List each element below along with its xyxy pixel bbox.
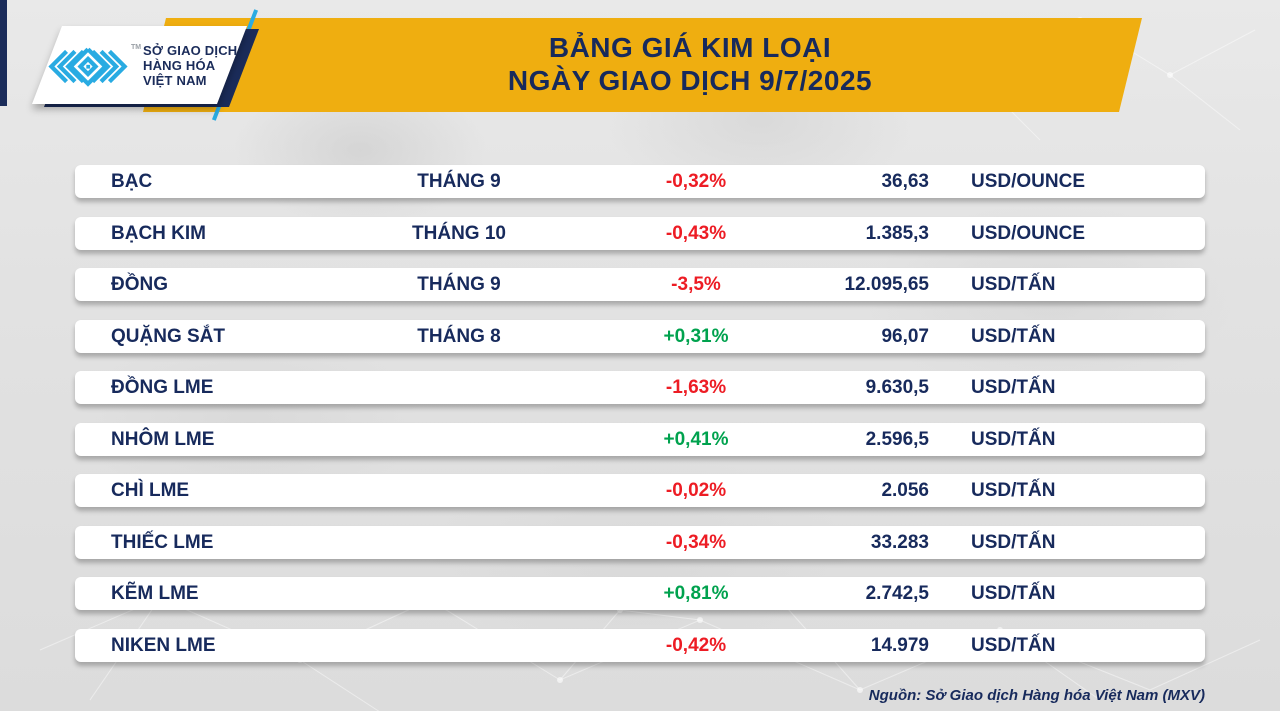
page-title: BẢNG GIÁ KIM LOẠI NGÀY GIAO DỊCH 9/7/202… bbox=[250, 31, 1130, 97]
price-value: 2.056 bbox=[881, 480, 929, 501]
commodity-name: BẠC bbox=[111, 171, 153, 192]
commodity-name: NHÔM LME bbox=[111, 429, 215, 450]
exchange-name-line2: HÀNG HÓA bbox=[143, 58, 216, 73]
table-row: BẠCH KIM THÁNG 10 -0,43% 1.385,3 USD/OUNCE bbox=[75, 217, 1205, 250]
table-row: ĐỒNG THÁNG 9 -3,5% 12.095,65 USD/TẤN bbox=[75, 268, 1205, 301]
table-row: THIẾC LME -0,34% 33.283 USD/TẤN bbox=[75, 526, 1205, 559]
commodity-name: BẠCH KIM bbox=[111, 223, 206, 244]
commodity-name: QUẶNG SẮT bbox=[111, 326, 225, 347]
trademark-symbol: TM bbox=[131, 44, 142, 51]
table-row: KẼM LME +0,81% 2.742,5 USD/TẤN bbox=[75, 577, 1205, 610]
table-row: NHÔM LME +0,41% 2.596,5 USD/TẤN bbox=[75, 423, 1205, 456]
exchange-name-line1: SỞ GIAO DỊCH bbox=[143, 43, 238, 58]
change-percent: +0,31% bbox=[663, 326, 729, 347]
table-row: BẠC THÁNG 9 -0,32% 36,63 USD/OUNCE bbox=[75, 165, 1205, 198]
price-value: 2.596,5 bbox=[865, 429, 929, 450]
price-unit: USD/TẤN bbox=[971, 429, 1056, 450]
price-unit: USD/TẤN bbox=[971, 480, 1056, 501]
change-percent: -3,5% bbox=[671, 274, 721, 295]
price-value: 9.630,5 bbox=[865, 377, 929, 398]
table-row: CHÌ LME -0,02% 2.056 USD/TẤN bbox=[75, 474, 1205, 507]
change-percent: -0,02% bbox=[665, 480, 727, 501]
commodity-name: ĐỒNG bbox=[111, 274, 168, 295]
change-percent: +0,41% bbox=[663, 429, 729, 450]
table-row: ĐỒNG LME -1,63% 9.630,5 USD/TẤN bbox=[75, 371, 1205, 404]
page-title-line2: NGÀY GIAO DỊCH 9/7/2025 bbox=[507, 65, 873, 96]
table-row: NIKEN LME -0,42% 14.979 USD/TẤN bbox=[75, 629, 1205, 662]
change-percent: -0,32% bbox=[665, 171, 727, 192]
price-value: 1.385,3 bbox=[865, 223, 929, 244]
mxv-logo-icon bbox=[48, 47, 128, 87]
price-unit: USD/OUNCE bbox=[971, 223, 1086, 244]
commodity-name: KẼM LME bbox=[111, 583, 199, 604]
contract-month: THÁNG 9 bbox=[417, 274, 501, 295]
change-percent: -0,34% bbox=[665, 532, 727, 553]
exchange-name: SỞ GIAO DỊCH HÀNG HÓA VIỆT NAM bbox=[143, 43, 237, 88]
change-percent: -1,63% bbox=[665, 377, 727, 398]
price-unit: USD/OUNCE bbox=[971, 171, 1086, 192]
contract-month: THÁNG 9 bbox=[417, 171, 501, 192]
price-unit: USD/TẤN bbox=[971, 326, 1056, 347]
commodity-name: THIẾC LME bbox=[111, 532, 214, 553]
price-value: 14.979 bbox=[870, 635, 929, 656]
contract-month: THÁNG 10 bbox=[412, 223, 506, 244]
contract-month: THÁNG 8 bbox=[417, 326, 501, 347]
change-percent: +0,81% bbox=[663, 583, 729, 604]
bottom-white-strip bbox=[0, 711, 1280, 720]
price-value: 12.095,65 bbox=[844, 274, 929, 295]
change-percent: -0,42% bbox=[665, 635, 727, 656]
commodity-name: ĐỒNG LME bbox=[111, 377, 214, 398]
exchange-name-line3: VIỆT NAM bbox=[143, 73, 207, 88]
price-value: 2.742,5 bbox=[865, 583, 929, 604]
price-unit: USD/TẤN bbox=[971, 635, 1056, 656]
header: TM SỞ GIAO DỊCH HÀNG HÓA VIỆT NAM BẢNG G… bbox=[0, 0, 1280, 150]
page-title-line1: BẢNG GIÁ KIM LOẠI bbox=[548, 32, 832, 63]
commodity-name: CHÌ LME bbox=[111, 480, 190, 501]
price-value: 96,07 bbox=[881, 326, 929, 347]
price-unit: USD/TẤN bbox=[971, 377, 1056, 398]
price-unit: USD/TẤN bbox=[971, 532, 1056, 553]
source-attribution: Nguồn: Sở Giao dịch Hàng hóa Việt Nam (M… bbox=[868, 687, 1205, 704]
commodity-name: NIKEN LME bbox=[111, 635, 216, 656]
table-row: QUẶNG SẮT THÁNG 8 +0,31% 96,07 USD/TẤN bbox=[75, 320, 1205, 353]
price-unit: USD/TẤN bbox=[971, 274, 1056, 295]
price-value: 36,63 bbox=[881, 171, 929, 192]
price-unit: USD/TẤN bbox=[971, 583, 1056, 604]
change-percent: -0,43% bbox=[665, 223, 727, 244]
price-value: 33.283 bbox=[870, 532, 929, 553]
